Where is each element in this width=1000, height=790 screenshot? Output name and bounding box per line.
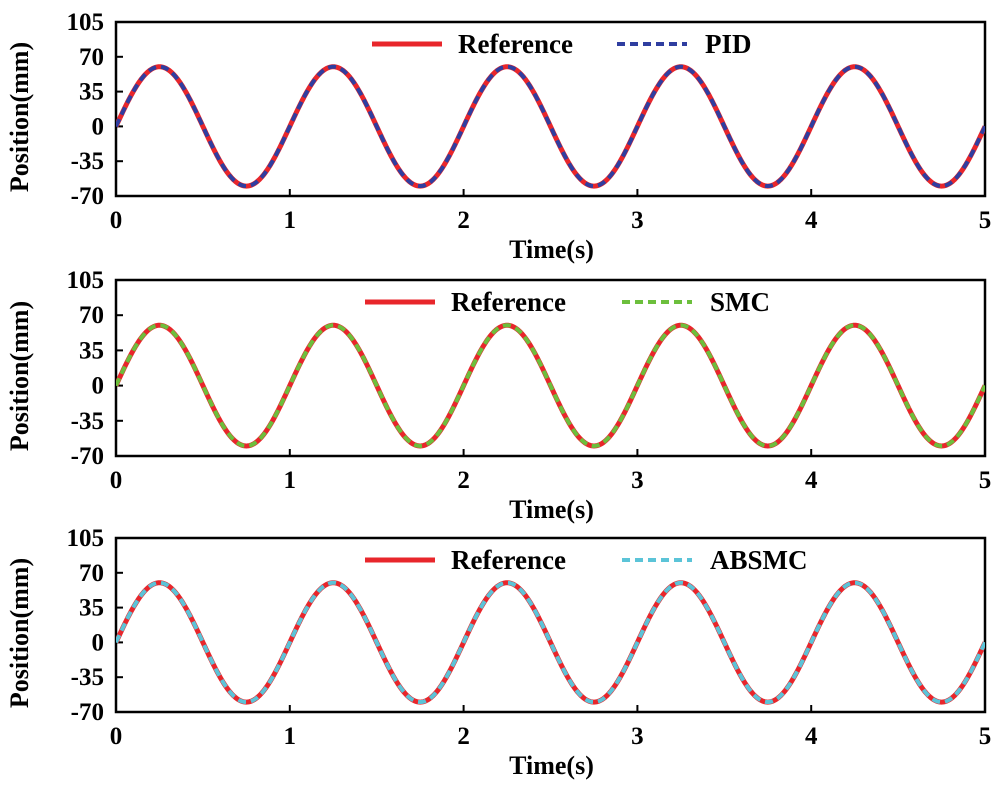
y-tick-label: 105 xyxy=(67,525,105,552)
legend: Reference PID xyxy=(372,29,752,59)
x-tick-label: 2 xyxy=(457,207,470,234)
subplot-3: 0 1 2 3 4 5 -70 -35 0 35 70 105 Time(s) Position(mm) R… xyxy=(5,525,991,780)
x-axis-label: Time(s) xyxy=(509,235,594,264)
x-axis-label: Time(s) xyxy=(509,495,594,524)
x-axis-label: Time(s) xyxy=(509,751,594,780)
y-tick-label: -35 xyxy=(71,664,104,691)
x-tick-label: 1 xyxy=(284,467,297,494)
legend: Reference SMC xyxy=(365,287,770,317)
legend-label-reference: Reference xyxy=(458,29,573,59)
y-tick-label: 70 xyxy=(79,44,104,71)
y-tick-label: 105 xyxy=(67,267,105,294)
x-tick-label: 4 xyxy=(805,467,818,494)
x-tick-label: 4 xyxy=(805,207,818,234)
y-tick-label: 70 xyxy=(79,560,104,587)
x-tick-label: 1 xyxy=(284,723,297,750)
y-tick-label: 70 xyxy=(79,302,104,329)
x-tick-label: 5 xyxy=(979,723,992,750)
x-tick-label: 3 xyxy=(631,207,644,234)
legend-label-absmc: ABSMC xyxy=(710,545,808,575)
series-line-reference xyxy=(116,64,985,189)
plot-frame xyxy=(114,278,987,458)
y-axis-label: Position(mm) xyxy=(5,301,34,451)
x-tick-label: 2 xyxy=(457,723,470,750)
x-tick-label: 0 xyxy=(110,723,123,750)
y-tick-label: 0 xyxy=(92,373,105,400)
x-tick-label: 1 xyxy=(284,207,297,234)
subplot-1: 0 1 2 3 4 5 -70 -35 0 35 70 105 Time(s) Position(mm) R… xyxy=(5,9,991,264)
y-tick-label: 35 xyxy=(79,595,104,622)
x-tick-label: 2 xyxy=(457,467,470,494)
y-tick-label: -35 xyxy=(71,408,104,435)
series-line-smc xyxy=(116,323,985,448)
legend-label-smc: SMC xyxy=(710,287,770,317)
y-axis-label: Position(mm) xyxy=(5,558,34,708)
legend-label-reference: Reference xyxy=(451,545,566,575)
y-tick-label: 105 xyxy=(67,9,105,36)
legend-label-reference: Reference xyxy=(451,287,566,317)
x-tick-label: 0 xyxy=(110,467,123,494)
series-line-reference xyxy=(116,580,985,705)
y-tick-label: 0 xyxy=(92,629,105,656)
legend-label-pid: PID xyxy=(705,29,752,59)
y-tick-label: -70 xyxy=(71,183,104,210)
y-tick-label: -70 xyxy=(71,443,104,470)
subplot-2: 0 1 2 3 4 5 -70 -35 0 35 70 105 Time(s) Position(mm) R… xyxy=(5,267,991,524)
x-tick-label: 0 xyxy=(110,207,123,234)
x-tick-label: 3 xyxy=(631,467,644,494)
x-tick-label: 4 xyxy=(805,723,818,750)
y-axis-label: Position(mm) xyxy=(5,42,34,192)
plot-frame xyxy=(114,536,987,714)
plot-frame xyxy=(114,20,987,198)
y-tick-label: -35 xyxy=(71,148,104,175)
y-tick-label: 0 xyxy=(92,113,105,140)
y-tick-label: -70 xyxy=(71,699,104,726)
y-tick-label: 35 xyxy=(79,337,104,364)
x-tick-label: 3 xyxy=(631,723,644,750)
legend: Reference ABSMC xyxy=(365,545,808,575)
y-tick-label: 35 xyxy=(79,79,104,106)
x-tick-label: 5 xyxy=(979,207,992,234)
x-tick-label: 5 xyxy=(979,467,992,494)
